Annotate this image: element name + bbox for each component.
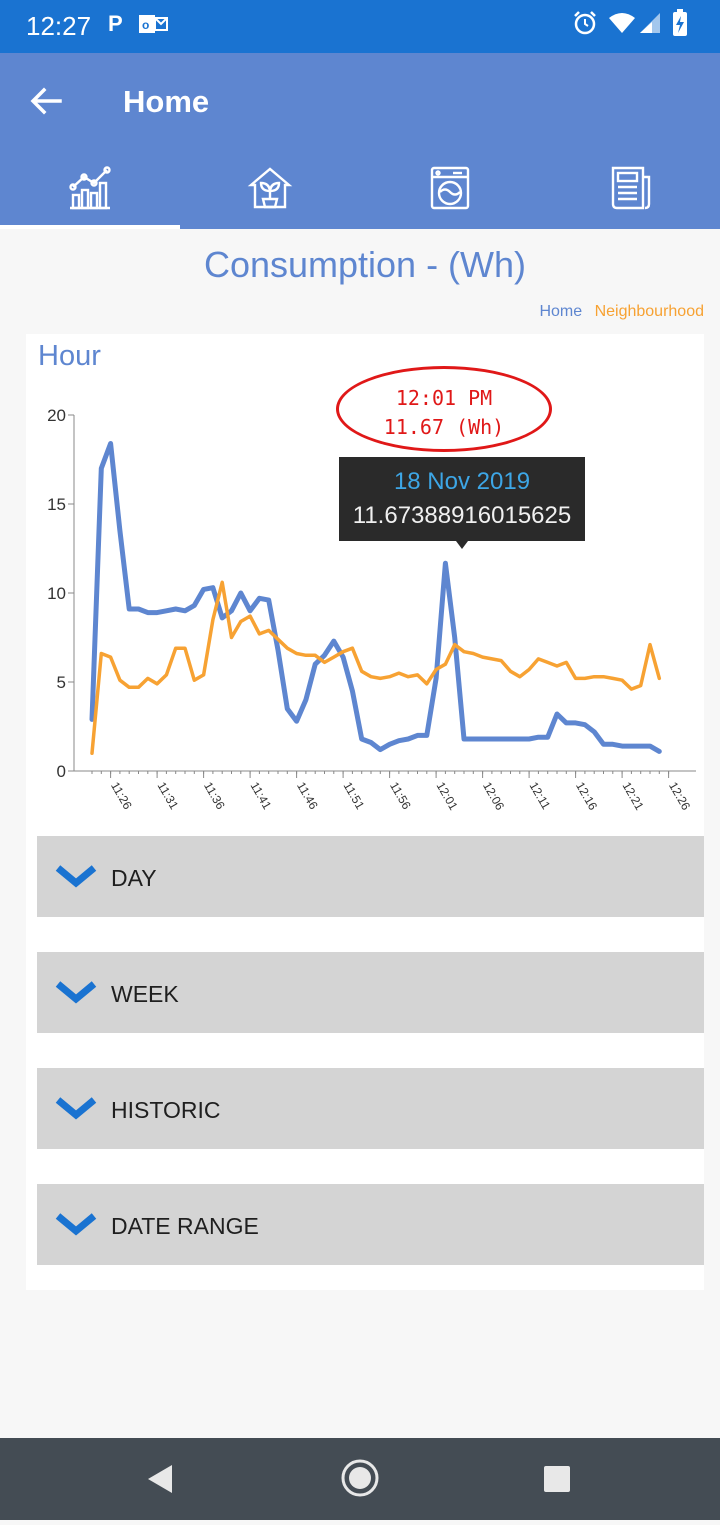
expander-label: HISTORIC (111, 1097, 221, 1123)
y-tick-label: 20 (47, 406, 66, 425)
chevron-down-icon (55, 865, 97, 888)
newspaper-icon (611, 166, 651, 210)
x-tick-label: 12:16 (573, 780, 600, 813)
expander-historic[interactable]: HISTORIC (37, 1068, 704, 1149)
annotation-text: 12:01 PM 11.67 (Wh) (336, 384, 552, 442)
parking-icon: P (106, 11, 128, 40)
series-line-neighbourhood (90, 580, 662, 755)
expander-week[interactable]: WEEK (37, 952, 704, 1033)
tooltip-date: 18 Nov 2019 (393, 468, 531, 495)
chart-card: 0 5 10 15 20 11:26 11:31 11:36 11:41 11:46 11:51 11… (26, 334, 704, 1290)
expander-day[interactable]: DAY (37, 836, 704, 917)
y-tick-label: 10 (47, 584, 66, 603)
expander-label: DAY (111, 865, 157, 891)
page-title: Consumption - (Wh) (203, 244, 527, 285)
chevron-down-icon (55, 981, 97, 1004)
series-line-home (89, 441, 662, 754)
expander-label: WEEK (111, 981, 179, 1007)
x-tick-label: 11:31 (155, 780, 182, 813)
wifi-icon (608, 12, 636, 39)
tab-appliances[interactable] (360, 157, 540, 229)
nav-back-button[interactable] (110, 1438, 210, 1520)
app-title: Home (123, 84, 210, 119)
x-tick-label: 12:06 (480, 780, 507, 813)
x-tick-label: 12:26 (666, 780, 693, 813)
x-tick-label: 11:51 (341, 780, 368, 813)
legend-item-home: Home (539, 303, 583, 320)
chart-legend: Home Neighbourhood (531, 303, 704, 321)
y-tick-label: 5 (57, 673, 66, 692)
x-tick-label: 11:46 (294, 780, 321, 813)
washing-machine-icon (430, 166, 470, 210)
tooltip-value: 11.67388916015625 (352, 502, 572, 529)
nav-bar (0, 1438, 720, 1520)
chart-tooltip: 18 Nov 2019 11.67388916015625 (339, 457, 585, 549)
x-tick-label: 11:56 (387, 780, 414, 813)
x-tick-label: 11:41 (248, 780, 275, 813)
status-bar: 12:27 P o (0, 0, 720, 53)
nav-home-button[interactable] (310, 1438, 410, 1520)
home-circle-icon (341, 1459, 379, 1497)
annotation-oval (336, 366, 552, 452)
home-plant-icon (247, 167, 293, 209)
legend-item-neighbourhood: Neighbourhood (594, 303, 704, 320)
chevron-down-icon (55, 1213, 97, 1236)
signal-icon (638, 12, 662, 39)
back-button[interactable] (22, 77, 72, 127)
status-time: 12:27 (26, 11, 92, 41)
consumption-chart[interactable]: 0 5 10 15 20 11:26 11:31 11:36 11:41 11:46 11:51 11… (26, 334, 704, 824)
recents-square-icon (544, 1466, 570, 1492)
tab-consumption[interactable] (0, 157, 180, 229)
back-triangle-icon (148, 1465, 172, 1493)
annotation-value: 11.67 (Wh) (383, 415, 505, 439)
x-tick-label: 12:21 (620, 780, 647, 813)
chart-growth-icon (69, 166, 111, 210)
tab-selected-indicator (0, 225, 180, 229)
svg-text:o: o (142, 18, 149, 32)
tab-home[interactable] (180, 157, 360, 229)
chevron-down-icon (55, 1097, 97, 1120)
arrow-left-icon (30, 87, 62, 115)
annotation-time: 12:01 PM (395, 386, 493, 410)
nav-recents-button[interactable] (507, 1438, 607, 1520)
svg-text:P: P (108, 11, 123, 35)
x-tick-label: 11:36 (201, 780, 228, 813)
tab-news[interactable] (540, 157, 720, 229)
expander-date-range[interactable]: DATE RANGE (37, 1184, 704, 1265)
tooltip-arrow (456, 541, 468, 549)
expander-label: DATE RANGE (111, 1213, 259, 1239)
chart-heading: Hour (38, 340, 101, 372)
outlook-icon: o (138, 12, 168, 41)
y-tick-label: 15 (47, 495, 66, 514)
alarm-icon (572, 10, 598, 41)
x-tick-label: 11:26 (108, 780, 135, 813)
x-tick-label: 12:11 (527, 780, 554, 813)
x-tick-label: 12:01 (434, 780, 461, 813)
y-tick-label: 0 (57, 762, 66, 781)
app-bar: Home (0, 53, 720, 229)
battery-charging-icon (672, 9, 688, 42)
